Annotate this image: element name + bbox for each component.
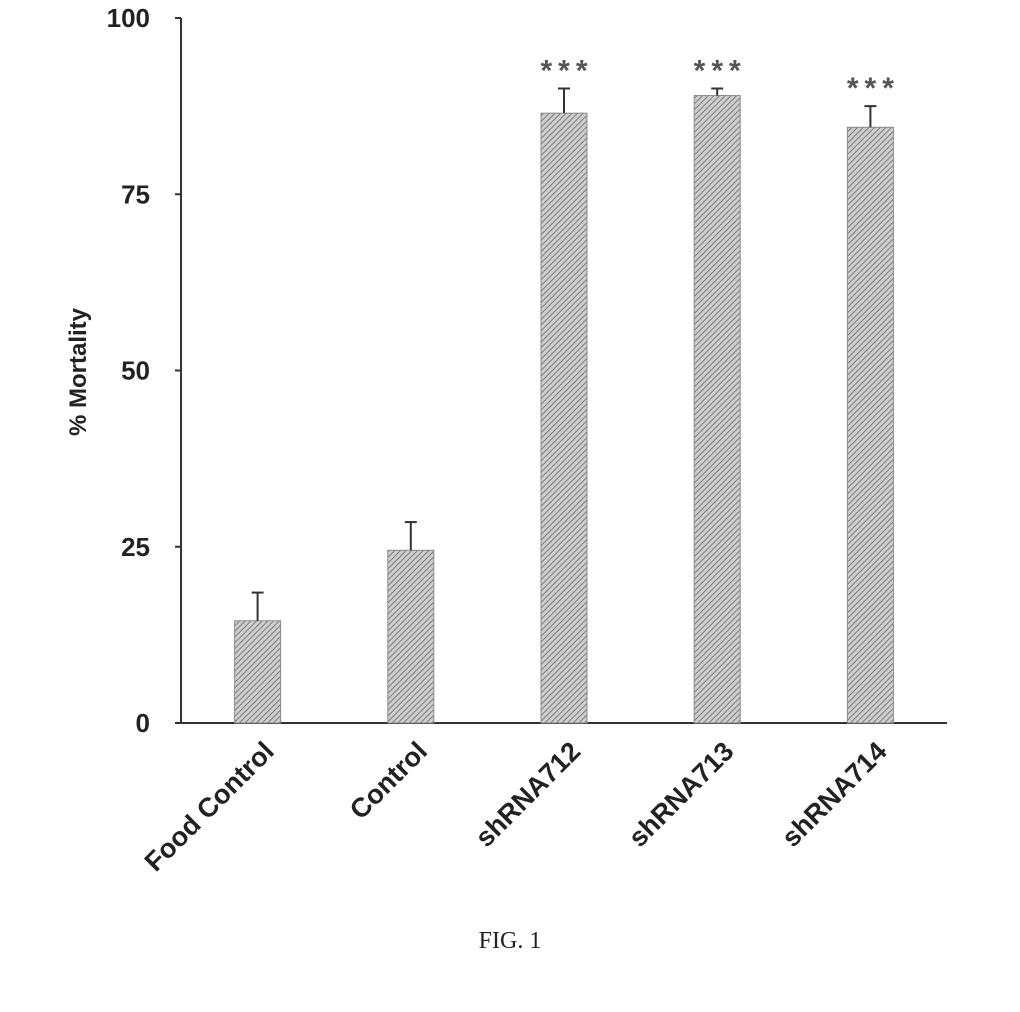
y-tick-labels: 0 25 50 75 100 (107, 3, 181, 738)
significance-marker: *** (540, 55, 593, 88)
bar-shrna713 (693, 95, 741, 724)
category-label: shRNA714 (776, 736, 893, 853)
category-label: shRNA712 (470, 736, 587, 853)
significance-marker: *** (847, 72, 900, 105)
bar-food-control (234, 620, 282, 724)
bar-shrna712 (540, 112, 588, 724)
bars (234, 95, 894, 724)
y-tick-label: 25 (121, 532, 150, 562)
category-label: Control (344, 736, 433, 825)
category-label: shRNA713 (623, 736, 740, 853)
y-tick-label: 75 (121, 179, 150, 209)
y-axis-label: % Mortality (65, 307, 92, 436)
significance-markers: *** *** *** (540, 55, 900, 106)
bar-shrna714 (846, 126, 894, 724)
significance-marker: *** (694, 55, 747, 88)
category-label: Food Control (139, 736, 280, 877)
y-tick-label: 50 (121, 356, 150, 386)
error-bars (251, 87, 877, 621)
y-tick-label: 100 (107, 3, 150, 33)
bar-control (387, 549, 435, 724)
figure-caption: FIG. 1 (479, 928, 542, 954)
y-tick-label: 0 (136, 708, 150, 738)
category-labels: Food Control Control shRNA712 shRNA713 shRNA… (139, 736, 893, 877)
